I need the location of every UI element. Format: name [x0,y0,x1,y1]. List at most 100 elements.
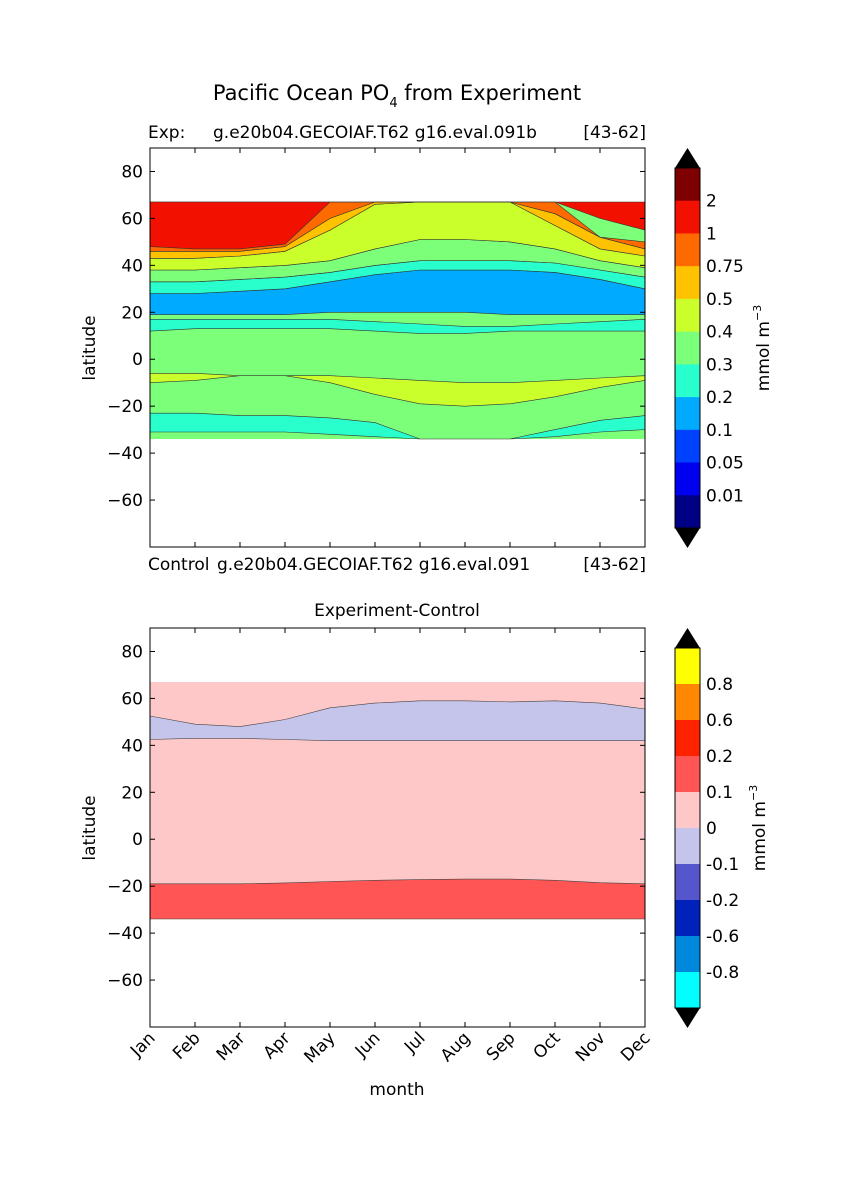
top-colorbar-frame [674,167,701,529]
top-colorbar-top-arrow [675,148,700,168]
top-colorbar-label: 0.2 [706,388,733,408]
top-footer-control-name: g.e20b04.GECOIAF.T62 g16.eval.091 [217,555,530,575]
bottom-colorbar-segment [675,792,700,829]
top-y-tick-label: −40 [107,444,143,464]
top-colorbar-label: 0.4 [706,323,733,343]
top-colorbar: 2 1 0.75 0.5 0.4 0.3 0.2 0.1 0.05 0.01 [674,148,744,548]
bottom-x-tick-label: Oct [530,1028,565,1063]
top-contour-plot [150,148,645,547]
top-colorbar-bottom-arrow [675,528,700,548]
bottom-colorbar-label: 0.8 [706,675,733,695]
top-y-axis: 80 60 40 20 0 −20 −40 −60 [107,162,645,511]
top-y-tick-label: −60 [107,491,143,511]
bottom-colorbar-bottom-arrow [675,1008,700,1028]
bottom-y-tick-label: 60 [121,689,143,709]
bottom-panel: Experiment-Control 80 60 40 20 0 −20 −40 −60 Ja… [80,601,770,1100]
top-colorbar-label: 2 [706,192,717,212]
top-colorbar-label: 0.5 [706,290,733,310]
bottom-colorbar-segment [675,936,700,973]
bottom-colorbar-label: 0.2 [706,747,733,767]
bottom-x-tick-label: Dec [617,1028,654,1065]
bottom-colorbar-label: -0.1 [706,855,739,875]
figure-title-tail: from Experiment [398,81,582,105]
top-colorbar-label: 1 [706,224,717,244]
bottom-colorbar-segment [675,972,700,1009]
bottom-contour-plot [150,628,645,1027]
top-colorbar-segment [675,168,700,202]
bottom-x-tick-label: Jul [400,1028,429,1057]
figure-title-main: Pacific Ocean PO [213,81,389,105]
bottom-colorbar-label: 0 [706,819,717,839]
top-colorbar-unit-exponent: −3 [751,305,764,321]
bottom-y-axis-label: latitude [80,795,100,860]
top-exp-name: g.e20b04.GECOIAF.T62 g16.eval.091b [213,123,537,143]
bottom-colorbar: 0.8 0.6 0.2 0.1 0 -0.1 -0.2 -0.6 -0.8 [674,628,739,1028]
top-band-band_0.3-0.4_south [150,373,645,407]
top-colorbar-segment [675,266,700,300]
top-colorbar-segment [675,364,700,398]
figure-title-subscript: 4 [389,96,397,111]
bottom-colorbar-unit: mmol m−3 [747,785,770,871]
bottom-y-tick-label: 20 [121,783,143,803]
bottom-colorbar-label: -0.6 [706,927,739,947]
bottom-plot-frame [149,627,646,1028]
top-y-tick-label: 60 [121,209,143,229]
bottom-x-axis-label: month [369,1080,424,1100]
bottom-y-tick-label: −20 [107,877,143,897]
bottom-colorbar-segment [675,720,700,757]
top-range-label: [43-62] [583,123,646,143]
bottom-colorbar-segment [675,648,700,685]
bottom-x-tick-label: Nov [572,1028,610,1066]
top-colorbar-segment [675,298,700,333]
bottom-colorbar-label: 0.6 [706,711,733,731]
top-y-tick-label: −20 [107,397,143,417]
bottom-x-tick-label: Jun [351,1028,385,1062]
top-y-axis-label: latitude [80,315,100,380]
top-y-tick-label: 0 [132,350,143,370]
bottom-y-axis: 80 60 40 20 0 −20 −40 −60 [107,642,645,991]
bottom-x-tick-label: May [301,1028,340,1067]
bottom-x-tick-label: Sep [483,1028,520,1065]
bottom-panel-title: Experiment-Control [314,601,480,621]
bottom-x-tick-label: Feb [169,1028,204,1063]
bottom-colorbar-frame [674,647,701,1009]
bottom-colorbar-top-arrow [675,628,700,648]
top-x-ticks [149,148,646,547]
bottom-colorbar-label: -0.8 [706,963,739,983]
top-colorbar-label: 0.05 [706,454,744,474]
bottom-y-tick-label: −60 [107,971,143,991]
top-band-band_1-2 [150,201,645,250]
bottom-y-tick-label: 80 [121,642,143,662]
bottom-y-tick-label: −40 [107,924,143,944]
bottom-x-tick-label: Mar [213,1028,250,1065]
bottom-x-tick-label: Apr [260,1028,295,1063]
top-band-lower_strip_0.2-0.3 [150,412,645,440]
bottom-region-negative_-0.1_to_0_north [150,700,645,741]
top-colorbar-segment [675,495,700,529]
bottom-colorbar-unit-text: mmol m [750,801,770,871]
bottom-colorbar-label: -0.2 [706,891,739,911]
figure-title: Pacific Ocean PO4 from Experiment [213,81,581,111]
top-y-tick-label: 20 [121,303,143,323]
bottom-region-positive_0.1_to_0.2_south [150,878,645,920]
bottom-y-tick-label: 0 [132,830,143,850]
top-colorbar-unit-text: mmol m [754,321,774,391]
top-footer-range: [43-62] [583,555,646,575]
top-band-band_0.2-0.3_tropics [150,318,645,334]
bottom-colorbar-segment [675,828,700,865]
top-exp-label: Exp: [148,123,185,143]
top-colorbar-segment [675,233,700,267]
top-colorbar-segment [675,397,700,431]
top-colorbar-label: 0.3 [706,355,733,375]
top-colorbar-segment [675,462,700,496]
top-y-tick-label: 80 [121,162,143,182]
top-colorbar-segment [675,429,700,464]
bottom-x-tick-label: Jan [126,1028,159,1061]
bottom-colorbar-segment [675,684,700,721]
bottom-y-tick-label: 40 [121,736,143,756]
bottom-colorbar-segment [675,900,700,937]
top-colorbar-segment [675,200,700,234]
top-colorbar-label: 0.75 [706,257,744,277]
